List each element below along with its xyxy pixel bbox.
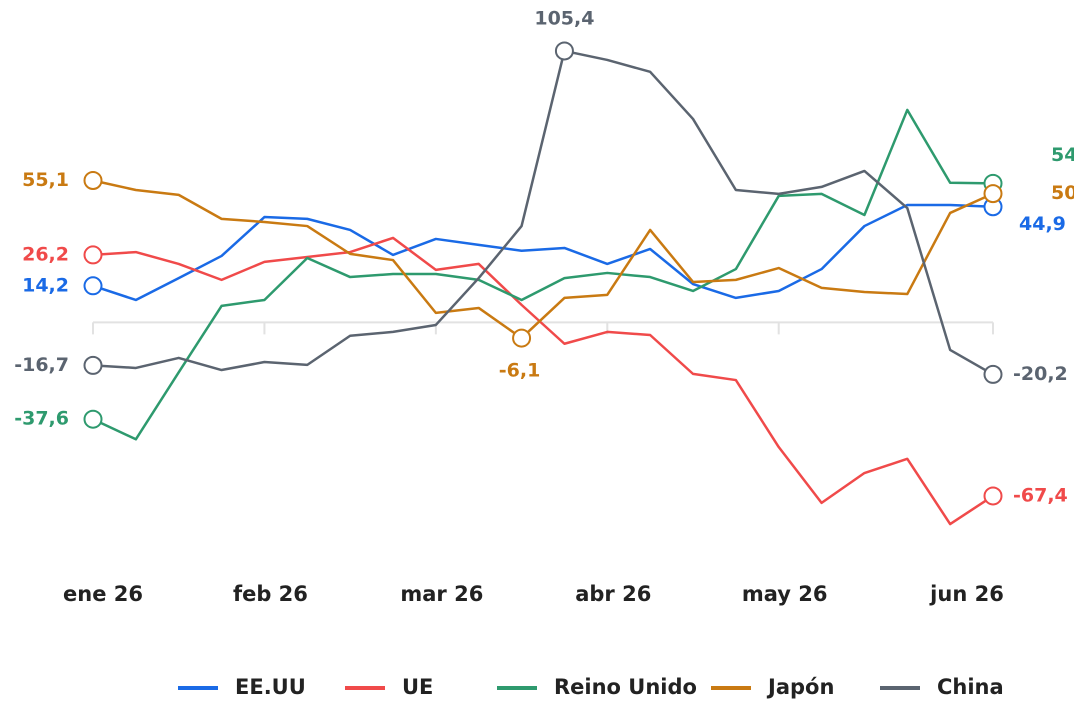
x-tick-label: abr 26	[575, 582, 651, 606]
point-marker	[83, 276, 103, 296]
x-tick-label: mar 26	[400, 582, 483, 606]
data-label: -37,6	[14, 408, 69, 430]
series-line	[92, 179, 994, 340]
x-tick-label: feb 26	[233, 582, 308, 606]
data-label: 54	[1051, 144, 1074, 166]
x-tick-label: may 26	[742, 582, 828, 606]
series-line	[92, 203, 994, 302]
point-marker	[983, 184, 1003, 204]
point-marker	[983, 364, 1003, 384]
x-tick-label: jun 26	[929, 582, 1004, 606]
data-label: 44,9	[1019, 213, 1066, 235]
series-line	[92, 236, 994, 526]
series-line	[92, 49, 994, 376]
point-marker	[983, 486, 1003, 506]
point-marker	[83, 355, 103, 375]
point-marker	[83, 170, 103, 190]
x-tick-label: ene 26	[63, 582, 143, 606]
series-line	[92, 108, 994, 441]
data-label: 55,1	[22, 169, 69, 191]
data-label: -16,7	[14, 354, 69, 376]
point-marker	[512, 328, 532, 348]
legend-label: UE	[402, 675, 433, 699]
data-label: 26,2	[22, 243, 69, 265]
point-marker	[83, 409, 103, 429]
point-marker	[83, 245, 103, 265]
legend-label: Reino Unido	[554, 675, 697, 699]
data-label: -20,2	[1013, 363, 1068, 385]
data-label: 14,2	[22, 274, 69, 296]
data-label: 50	[1051, 182, 1074, 204]
data-label: 105,4	[534, 7, 594, 29]
data-label: -6,1	[499, 360, 541, 382]
point-marker	[554, 41, 574, 61]
legend-label: Japón	[766, 675, 834, 699]
data-label: -67,4	[1013, 484, 1068, 506]
legend-label: China	[937, 675, 1004, 699]
legend-label: EE.UU	[235, 675, 306, 699]
